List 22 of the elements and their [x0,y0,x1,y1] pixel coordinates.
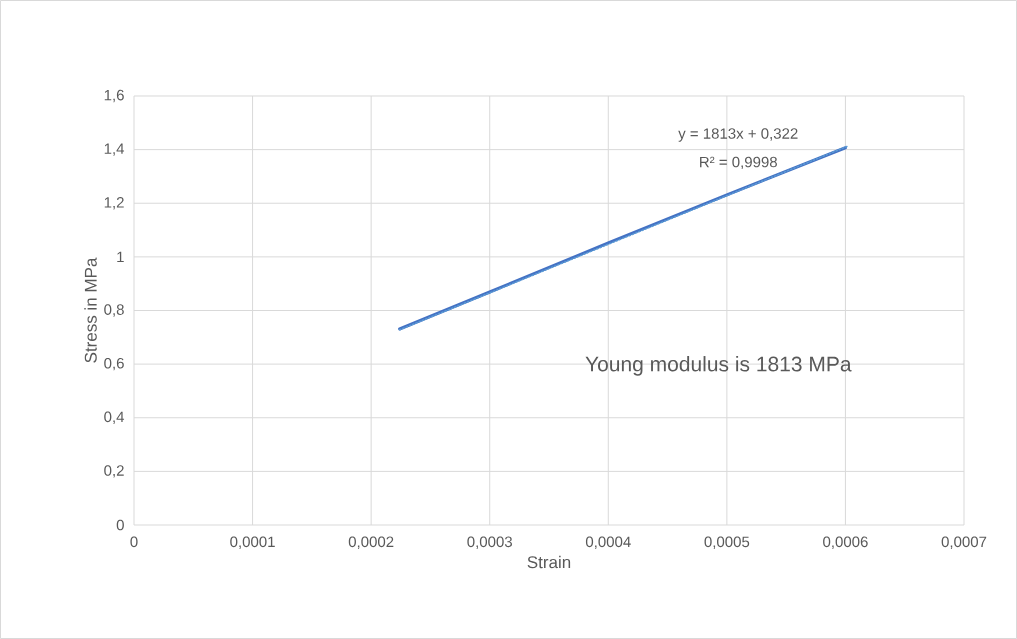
x-tick-label: 0,0006 [823,536,868,549]
y-tick-label: 0,6 [104,357,124,371]
y-tick-label: 1,6 [104,89,124,103]
y-tick-label: 0,4 [104,411,125,424]
annotation: R² = 0,9998 [700,156,777,170]
y-tick-label: 1 [117,251,124,263]
y-tick-label: 0,2 [104,465,124,478]
y-tick-label: 1,4 [104,143,125,156]
x-tick-label: 0,0002 [348,536,394,549]
x-tick-label: 0,0007 [941,536,987,549]
x-tick-label: 0,0005 [704,536,750,549]
x-tick-label: 0,0001 [230,536,275,549]
x-axis-title: Strain [527,555,571,569]
y-tick-label: 0 [116,519,124,531]
y-tick-label: 0,8 [104,304,124,317]
x-tick-label: 0,0003 [467,536,512,549]
x-tick-label: 0 [130,536,138,548]
x-tick-label: 0,0004 [585,536,631,549]
annotation: y = 1813x + 0,322 [678,128,798,142]
y-tick-label: 1,2 [104,197,124,210]
y-axis-title: Stress in MPa [84,257,97,363]
annotation: Young modulus is 1813 MPa [585,356,852,376]
